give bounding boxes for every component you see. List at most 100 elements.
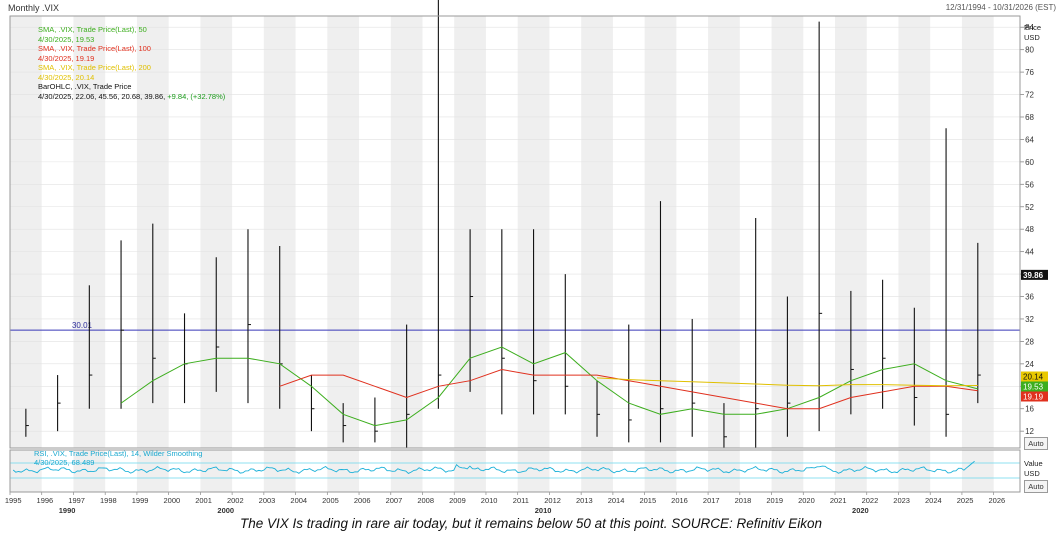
year-band	[200, 450, 233, 492]
sma50-badge	[1021, 381, 1048, 392]
year-label: 2003	[259, 496, 276, 505]
year-band	[327, 450, 360, 492]
last-price-badge	[1021, 269, 1048, 280]
legend-label: SMA, .VIX, Trade Price(Last), 100	[38, 44, 151, 53]
year-band	[708, 450, 740, 492]
legend-value: 4/30/2025, 19.19	[38, 54, 94, 63]
price-tick-label: 52	[1025, 203, 1034, 212]
year-label: 2012	[544, 496, 561, 505]
rsi-panel-border	[9, 449, 1021, 493]
reference-line-label: 30.01	[72, 321, 93, 330]
rsi-auto-button[interactable]: Auto	[1024, 480, 1048, 493]
price-tick-label: 72	[1025, 91, 1034, 100]
year-label: 2024	[925, 496, 942, 505]
year-band	[644, 450, 677, 492]
sma-line-200	[596, 377, 978, 387]
year-label: 1998	[100, 496, 117, 505]
price-auto-button[interactable]: Auto	[1024, 437, 1048, 450]
price-tick-label: 24	[1025, 360, 1034, 369]
ohlc-values: 4/30/2025, 22.06, 45.56, 20.68, 39.86,	[38, 92, 167, 101]
year-band	[136, 450, 169, 492]
year-label: 2022	[862, 496, 879, 505]
chart-header: Monthly .VIX 12/31/1994 - 10/31/2026 (ES…	[0, 0, 1062, 16]
sma-line-100	[279, 368, 978, 410]
sma100-badge	[1021, 391, 1048, 402]
price-axis-unit: USD	[1024, 33, 1040, 42]
sma-lines	[120, 346, 978, 427]
year-label: 2011	[513, 496, 529, 505]
legend-label: SMA, .VIX, Trade Price(Last), 200	[38, 63, 151, 72]
year-label: 2000	[163, 496, 180, 505]
year-label: 2007	[386, 496, 403, 505]
price-axis-title: Price	[1024, 23, 1041, 32]
ohlc-change: +9.84, (+32.78%)	[167, 92, 225, 101]
legend-label: BarOHLC, .VIX, Trade Price	[38, 82, 131, 91]
year-band	[454, 450, 486, 492]
time-axis: 1995 1996 1997 1998 1999 2000 2001 2002 2003 2004…	[5, 492, 1005, 515]
year-label: 1996	[37, 496, 54, 505]
year-band	[10, 450, 42, 492]
price-tick-label: 56	[1025, 180, 1034, 189]
decade-label: 1990	[59, 506, 76, 515]
legend: SMA, .VIX, Trade Price(Last), 504/30/202…	[38, 25, 226, 101]
year-band	[581, 16, 613, 448]
price-tick-label: 68	[1025, 113, 1034, 122]
year-label: 2015	[639, 496, 656, 505]
year-label: 2010	[481, 496, 498, 505]
price-tick-label: 64	[1025, 135, 1034, 144]
year-label: 2005	[322, 496, 339, 505]
year-label: 2004	[290, 496, 307, 505]
year-label: 2026	[988, 496, 1005, 505]
year-band	[390, 450, 423, 492]
price-axis: 84807672686460565248444036322824201612Pr…	[1020, 23, 1043, 478]
year-band	[898, 450, 931, 492]
year-label: 2017	[703, 496, 720, 505]
grid-lines	[10, 26, 1020, 432]
rsi-legend-label: RSI, .VIX, Trade Price(Last), 14, Wilder…	[34, 449, 202, 458]
year-label: 2016	[671, 496, 688, 505]
caption: The VIX Is trading in rare air today, bu…	[239, 516, 822, 531]
year-label: 1997	[68, 496, 85, 505]
year-label: 2019	[766, 496, 783, 505]
decade-label: 2010	[535, 506, 552, 515]
legend-value: 4/30/2025, 20.14	[38, 73, 94, 82]
price-tick-label: 44	[1025, 248, 1034, 257]
year-band	[517, 450, 550, 492]
year-label: 2009	[449, 496, 466, 505]
year-label: 2025	[957, 496, 974, 505]
legend-value: 4/30/2025, 19.53	[38, 35, 94, 44]
sma200-badge-label: 20.14	[1023, 373, 1044, 382]
year-label: 2014	[608, 496, 625, 505]
decade-label: 2020	[852, 506, 869, 515]
price-tick-label: 12	[1025, 427, 1034, 436]
price-tick-label: 36	[1025, 293, 1034, 302]
price-tick-label: 32	[1025, 315, 1034, 324]
price-tick-label: 48	[1025, 225, 1034, 234]
last-price-badge-label: 39.86	[1023, 271, 1044, 280]
price-panel-border	[9, 15, 1021, 449]
sma50-badge-label: 19.53	[1023, 383, 1044, 392]
year-band	[10, 16, 42, 448]
year-label: 2018	[735, 496, 752, 505]
year-label: 2021	[830, 496, 847, 505]
year-label: 2002	[227, 496, 244, 505]
decade-label: 2000	[217, 506, 234, 515]
year-label: 2001	[195, 496, 212, 505]
date-range[interactable]: 12/31/1994 - 10/31/2026 (EST)	[945, 3, 1056, 12]
price-tick-label: 16	[1025, 405, 1034, 414]
legend-value: 4/30/2025, 22.06, 45.56, 20.68, 39.86, +…	[38, 92, 226, 101]
legend-label: SMA, .VIX, Trade Price(Last), 50	[38, 25, 147, 34]
rsi-axis-title: Value	[1024, 459, 1043, 468]
chart-title: Monthly .VIX	[8, 3, 60, 13]
year-label: 2013	[576, 496, 593, 505]
year-label: 2023	[893, 496, 910, 505]
year-band	[961, 450, 994, 492]
year-label: 2006	[354, 496, 371, 505]
year-label: 1995	[5, 496, 22, 505]
rsi-line	[12, 460, 975, 474]
price-tick-label: 28	[1025, 337, 1034, 346]
price-tick-label: 80	[1025, 46, 1034, 55]
rsi-legend-value: 4/30/2025, 68.489	[34, 458, 94, 467]
